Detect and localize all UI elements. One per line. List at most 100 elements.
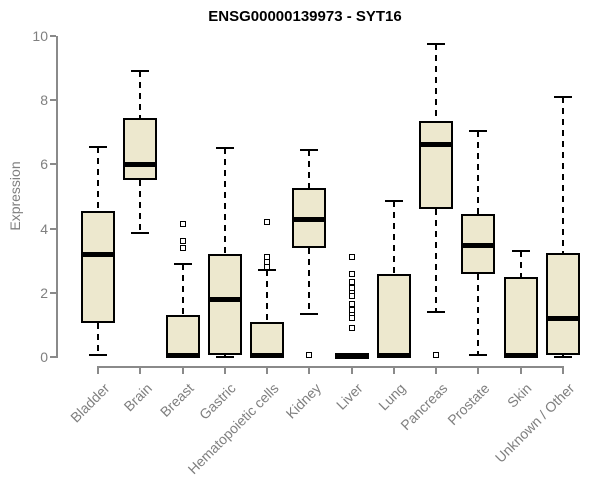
upper-whisker-cap-pancreas xyxy=(427,43,446,46)
lower-whisker-cap-gastric xyxy=(215,356,234,358)
upper-whisker-prostate xyxy=(477,130,480,215)
x-tick-mark xyxy=(308,368,311,374)
upper-whisker-bladder xyxy=(97,146,99,211)
x-tick-mark xyxy=(266,368,269,374)
lower-whisker-cap-kidney xyxy=(300,312,319,315)
box-hematopoietic-cells xyxy=(250,321,285,357)
upper-whisker-skin xyxy=(519,251,522,277)
chart-title: ENSG00000139973 - SYT16 xyxy=(208,8,402,25)
box-lung xyxy=(376,273,411,357)
median-liver xyxy=(334,353,369,359)
upper-whisker-cap-prostate xyxy=(469,129,488,132)
x-tick-mark xyxy=(561,368,564,374)
y-tick-mark xyxy=(50,291,56,294)
median-hematopoietic-cells xyxy=(250,353,285,359)
x-tick-mark xyxy=(477,368,480,374)
outlier-hematopoietic-cells xyxy=(264,219,271,226)
lower-whisker-kidney xyxy=(308,247,311,314)
outlier-pancreas xyxy=(433,352,440,359)
y-tick-label: 4 xyxy=(40,220,48,237)
upper-whisker-cap-hematopoietic-cells xyxy=(258,269,277,272)
x-tick-mark xyxy=(181,368,184,374)
y-axis-label: Expression xyxy=(7,161,23,231)
median-bladder xyxy=(81,252,115,258)
y-tick-label: 6 xyxy=(40,156,48,173)
box-gastric xyxy=(207,254,242,356)
x-axis-line xyxy=(97,366,564,368)
upper-whisker-brain xyxy=(139,71,142,118)
lower-whisker-cap-pancreas xyxy=(427,311,446,314)
y-tick-label: 0 xyxy=(40,349,48,365)
upper-whisker-cap-brain xyxy=(131,70,150,73)
y-tick-mark xyxy=(50,35,56,37)
upper-whisker-cap-gastric xyxy=(215,147,234,150)
x-tick-label-kidney: Kidney xyxy=(282,380,324,422)
upper-whisker-cap-breast xyxy=(173,262,192,265)
lower-whisker-bladder xyxy=(97,323,99,356)
upper-whisker-breast xyxy=(181,263,184,316)
upper-whisker-gastric xyxy=(223,148,226,255)
x-tick-mark xyxy=(435,368,438,374)
y-tick-mark xyxy=(50,163,56,166)
outlier-liver xyxy=(348,270,355,277)
box-bladder xyxy=(81,210,115,324)
upper-whisker-lung xyxy=(392,201,395,274)
median-lung xyxy=(376,353,411,359)
box-skin xyxy=(503,276,538,357)
upper-whisker-pancreas xyxy=(435,44,438,122)
outlier-hematopoietic-cells xyxy=(264,264,271,271)
upper-whisker-hematopoietic-cells xyxy=(266,270,269,322)
upper-whisker-cap-kidney xyxy=(300,148,319,151)
y-tick-label: 8 xyxy=(40,92,48,109)
x-tick-label-lung: Lung xyxy=(374,380,409,414)
box-unknown-other xyxy=(545,252,580,356)
upper-whisker-cap-bladder xyxy=(89,145,107,148)
x-tick-label-unknown-other: Unknown / Other xyxy=(491,380,578,466)
y-tick-mark xyxy=(50,99,56,102)
x-tick-label-brain: Brain xyxy=(120,380,155,415)
x-tick-mark xyxy=(350,368,353,374)
box-brain xyxy=(123,117,158,181)
x-tick-label-skin: Skin xyxy=(504,380,536,411)
x-tick-mark xyxy=(97,368,99,374)
lower-whisker-brain xyxy=(139,180,142,234)
median-pancreas xyxy=(419,141,454,147)
x-tick-label-liver: Liver xyxy=(333,380,366,413)
outlier-liver xyxy=(348,254,355,261)
y-tick-label: 10 xyxy=(32,28,48,44)
y-tick-label: 2 xyxy=(40,284,48,301)
median-kidney xyxy=(292,216,327,222)
y-tick-mark xyxy=(50,356,56,358)
median-breast xyxy=(165,353,200,359)
outlier-breast xyxy=(179,244,186,251)
lower-whisker-pancreas xyxy=(435,209,438,313)
lower-whisker-cap-unknown-other xyxy=(553,356,572,358)
outlier-liver xyxy=(348,315,355,322)
x-tick-label-prostate: Prostate xyxy=(444,380,493,429)
x-tick-label-bladder: Bladder xyxy=(66,380,113,426)
outlier-liver xyxy=(348,278,355,285)
y-tick-mark xyxy=(50,227,56,230)
upper-whisker-cap-lung xyxy=(384,200,403,203)
lower-whisker-cap-brain xyxy=(131,232,150,235)
x-tick-mark xyxy=(392,368,395,374)
x-tick-mark xyxy=(139,368,142,374)
upper-whisker-unknown-other xyxy=(561,96,564,253)
outlier-kidney xyxy=(306,352,313,359)
y-axis-line xyxy=(56,36,58,358)
x-tick-mark xyxy=(223,368,226,374)
outlier-liver xyxy=(348,325,355,332)
outlier-liver xyxy=(348,301,355,308)
median-unknown-other xyxy=(545,316,580,322)
outlier-liver xyxy=(348,293,355,299)
x-tick-mark xyxy=(519,368,522,374)
x-tick-label-breast: Breast xyxy=(156,380,197,420)
box-breast xyxy=(165,315,200,357)
outlier-breast xyxy=(179,220,186,227)
median-brain xyxy=(123,162,158,168)
median-prostate xyxy=(461,242,496,248)
upper-whisker-kidney xyxy=(308,149,311,189)
lower-whisker-cap-prostate xyxy=(469,354,488,357)
lower-whisker-cap-bladder xyxy=(89,354,107,357)
